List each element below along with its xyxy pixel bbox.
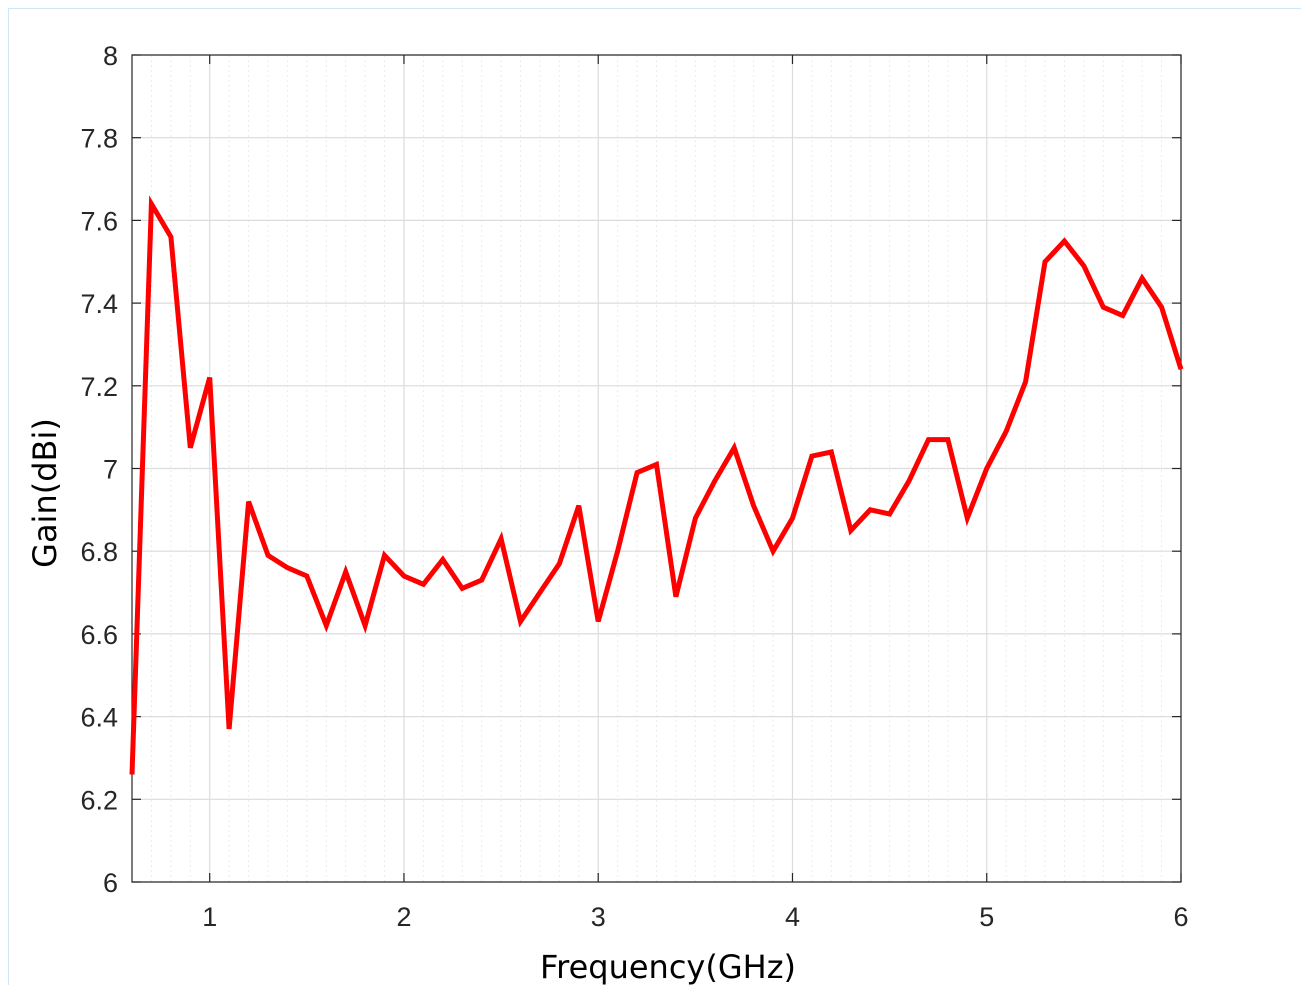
x-tick-label: 5	[979, 902, 994, 932]
y-tick-label: 6.4	[80, 703, 118, 733]
y-tick-label: 6.8	[80, 537, 118, 567]
x-tick-label: 4	[785, 902, 800, 932]
y-tick-label: 6.2	[80, 785, 118, 815]
x-tick-label: 6	[1173, 902, 1188, 932]
y-tick-label: 7.4	[80, 289, 118, 319]
x-tick-labels: 1 2 3 4 5 6	[202, 902, 1188, 932]
series-line	[129, 195, 1184, 775]
x-tick-label: 3	[591, 902, 606, 932]
y-tick-labels: 6 6.2 6.4 6.6 6.8 7 7.2 7.4 7.6 7.8 8	[80, 41, 118, 898]
y-tick-label: 6.6	[80, 620, 118, 650]
x-axis-label: Frequency(GHz)	[540, 948, 796, 985]
y-tick-label: 7.8	[80, 124, 118, 154]
figure-frame	[8, 8, 1301, 985]
y-tick-label: 7.2	[80, 372, 118, 402]
y-axis-label: Gain(dBi)	[26, 418, 64, 568]
y-tick-label: 8	[103, 41, 118, 71]
y-tick-label: 7	[103, 455, 118, 485]
axis-ticks	[132, 54, 1182, 883]
y-tick-label: 7.6	[80, 206, 118, 236]
x-tick-label: 2	[396, 902, 411, 932]
y-tick-label: 6	[103, 868, 118, 898]
x-tick-label: 1	[202, 902, 217, 932]
series-layer	[129, 195, 1184, 775]
